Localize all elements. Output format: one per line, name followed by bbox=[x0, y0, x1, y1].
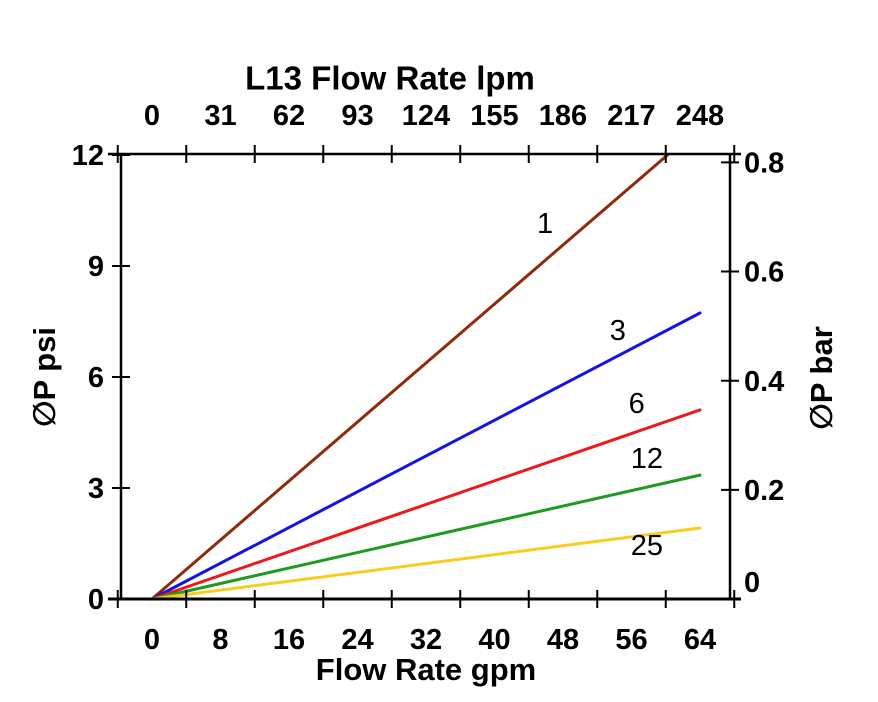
left-tick-label: 9 bbox=[88, 251, 104, 283]
curve-label-12: 12 bbox=[631, 443, 663, 475]
left-tick-label: 12 bbox=[72, 140, 104, 172]
right-tick-label: 0.4 bbox=[744, 366, 784, 398]
bottom-tick-label: 40 bbox=[478, 624, 510, 656]
top-tick-label: 217 bbox=[607, 100, 655, 132]
curve-25 bbox=[150, 526, 702, 601]
curve-6 bbox=[150, 408, 702, 601]
top-tick-label: 93 bbox=[341, 100, 373, 132]
bottom-tick-label: 8 bbox=[212, 624, 228, 656]
curve-label-1: 1 bbox=[537, 208, 553, 240]
bottom-tick-label: 48 bbox=[547, 624, 579, 656]
left-tick-label: 0 bbox=[88, 584, 104, 616]
curve-12 bbox=[150, 473, 702, 601]
bottom-tick-label: 0 bbox=[144, 624, 160, 656]
right-tick-label: 0.6 bbox=[744, 257, 784, 289]
bottom-tick-label: 32 bbox=[410, 624, 442, 656]
top-tick-label: 186 bbox=[539, 100, 587, 132]
top-tick-label: 0 bbox=[144, 100, 160, 132]
curve-label-6: 6 bbox=[629, 388, 645, 420]
bottom-axis-title: Flow Rate gpm bbox=[316, 652, 536, 687]
right-tick-label: 0.2 bbox=[744, 475, 784, 507]
top-tick-label: 62 bbox=[273, 100, 305, 132]
right-tick-label: 0.8 bbox=[744, 148, 784, 180]
right-axis-title: ∅P bar bbox=[804, 326, 839, 430]
bottom-tick-label: 64 bbox=[684, 624, 716, 656]
bottom-tick-label: 16 bbox=[273, 624, 305, 656]
curve-1 bbox=[150, 153, 669, 601]
top-axis-title: L13 Flow Rate lpm bbox=[245, 60, 535, 97]
left-tick-label: 6 bbox=[88, 362, 104, 394]
left-axis-title: ∅P psi bbox=[27, 327, 62, 427]
left-tick-label: 3 bbox=[88, 473, 104, 505]
curve-label-3: 3 bbox=[610, 315, 626, 347]
bottom-tick-label: 56 bbox=[615, 624, 647, 656]
curve-3 bbox=[150, 311, 702, 601]
top-tick-label: 248 bbox=[676, 100, 724, 132]
top-tick-label: 31 bbox=[204, 100, 236, 132]
top-tick-label: 124 bbox=[402, 100, 450, 132]
bottom-tick-label: 24 bbox=[341, 624, 373, 656]
right-tick-label: 0 bbox=[744, 567, 760, 599]
curve-label-25: 25 bbox=[631, 530, 663, 562]
top-tick-label: 155 bbox=[470, 100, 518, 132]
